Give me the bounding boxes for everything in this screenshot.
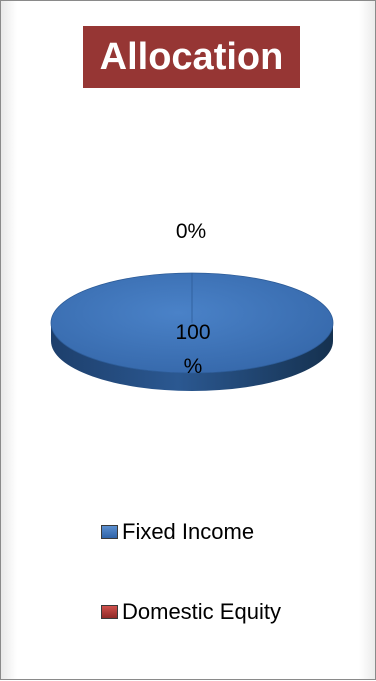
legend-item-fixed-income: Fixed Income [101, 519, 254, 545]
legend-item-domestic-equity: Domestic Equity [101, 599, 281, 625]
pie-side [51, 323, 333, 391]
legend-swatch-domestic-equity [101, 605, 118, 619]
legend-label-fixed-income: Fixed Income [122, 519, 255, 544]
data-label-domestic-equity: 0% [176, 220, 206, 243]
legend-swatch-fixed-income [101, 525, 118, 539]
data-label-fixed-income-value: 100 [175, 321, 210, 344]
data-label-fixed-income-percent: % [184, 355, 203, 378]
chart-title: Allocation [83, 26, 300, 88]
legend-label-domestic-equity: Domestic Equity [122, 599, 281, 624]
